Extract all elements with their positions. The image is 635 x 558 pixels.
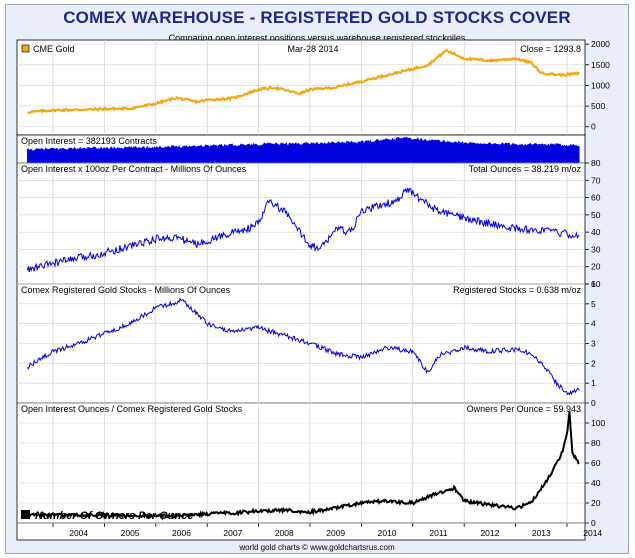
owners-per-ounce-value: Owners Per Ounce = 59.943 bbox=[467, 404, 581, 414]
x-tick-label-2009: 2009 bbox=[326, 528, 345, 538]
panel-4-y-tick-label: 3 bbox=[591, 339, 596, 349]
panel-1-y-tick-label: 1500 bbox=[591, 60, 610, 70]
x-tick-label-2004: 2004 bbox=[69, 528, 88, 538]
x-tick-label-2005: 2005 bbox=[121, 528, 140, 538]
panel-1-y-tick-label: 1000 bbox=[591, 80, 610, 90]
panel-5-y-tick-label: 60 bbox=[591, 458, 601, 468]
panel-5-y-tick-label: 100 bbox=[591, 418, 605, 428]
x-tick-label-2011: 2011 bbox=[429, 528, 448, 538]
registered-stocks-title: Comex Registered Gold Stocks - Millions … bbox=[21, 285, 231, 295]
x-tick-label-2012: 2012 bbox=[480, 528, 499, 538]
panel-3-y-tick-label: 30 bbox=[591, 244, 601, 254]
chart-subtitle: Comparing open interest positions versus… bbox=[168, 33, 466, 43]
open-interest-area bbox=[27, 136, 580, 164]
x-tick-label-2014: 2014 bbox=[583, 528, 602, 538]
panel-4-y-tick-label: 4 bbox=[591, 319, 596, 329]
panel-4-y-tick-label: 5 bbox=[591, 299, 596, 309]
panel-4-y-tick-label: 2 bbox=[591, 358, 596, 368]
panel-4-y-tick-label: 6 bbox=[591, 279, 596, 289]
panel-3-y-tick-label: 50 bbox=[591, 210, 601, 220]
panel-4-y-tick-label: 1 bbox=[591, 378, 596, 388]
chart-title: COMEX WAREHOUSE - REGISTERED GOLD STOCKS… bbox=[63, 8, 571, 27]
x-tick-label-2010: 2010 bbox=[378, 528, 397, 538]
total-ounces-title: Open Interest x 100oz Per Contract - Mil… bbox=[21, 164, 247, 174]
owners-legend-swatch bbox=[21, 510, 30, 519]
open-interest-label: Open Interest = 382193 Contracts bbox=[21, 136, 157, 146]
gold-legend-swatch bbox=[21, 44, 30, 53]
x-tick-label-2006: 2006 bbox=[172, 528, 191, 538]
panel-1-y-tick-label: 0 bbox=[591, 122, 596, 132]
panel-1-y-tick-label: 500 bbox=[591, 101, 605, 111]
panel-3-y-tick-label: 60 bbox=[591, 193, 601, 203]
panel-3-y-tick-label: 20 bbox=[591, 262, 601, 272]
panel-5-y-tick-label: 40 bbox=[591, 478, 601, 488]
panel-5-y-tick-label: 80 bbox=[591, 438, 601, 448]
panel-3-plot-area bbox=[16, 162, 586, 285]
owners-per-ounce-line bbox=[26, 411, 580, 521]
total-ounces-line bbox=[26, 187, 580, 273]
owners-legend-label: Number Of Owners Per Ounce bbox=[35, 510, 193, 522]
gold-close-label: Close = 1293.8 bbox=[520, 44, 581, 54]
total-ounces-value: Total Ounces = 38.219 m/oz bbox=[469, 164, 582, 174]
panel-1-plot-area bbox=[16, 39, 586, 136]
chart-footer: world gold charts © www.goldchartsrus.co… bbox=[239, 543, 395, 552]
panel-3-y-tick-label: 10 bbox=[591, 279, 601, 289]
x-tick-label-2007: 2007 bbox=[223, 528, 242, 538]
x-axis-band bbox=[16, 522, 586, 541]
panel-3-y-tick-label: 40 bbox=[591, 227, 601, 237]
gold-price-line bbox=[26, 48, 580, 114]
gold-legend-label: CME Gold bbox=[33, 44, 75, 54]
owners-per-ounce-title: Open Interest Ounces / Comex Registered … bbox=[21, 404, 243, 414]
panel-3-y-tick-label: 70 bbox=[591, 175, 601, 185]
registered-stocks-line bbox=[26, 297, 580, 396]
panel-3-y-tick-label: 80 bbox=[591, 158, 601, 168]
gold-date-label: Mar-28 2014 bbox=[287, 44, 338, 54]
panel-4-y-tick-label: 0 bbox=[591, 398, 596, 408]
panel-5-y-tick-label: 20 bbox=[591, 498, 601, 508]
x-tick-label-2013: 2013 bbox=[532, 528, 551, 538]
registered-stocks-value: Registered Stocks = 0.638 m/oz bbox=[453, 285, 581, 295]
x-tick-label-2008: 2008 bbox=[275, 528, 294, 538]
panel-1-y-tick-label: 2000 bbox=[591, 39, 610, 49]
panel-5-y-tick-label: 0 bbox=[591, 518, 596, 528]
